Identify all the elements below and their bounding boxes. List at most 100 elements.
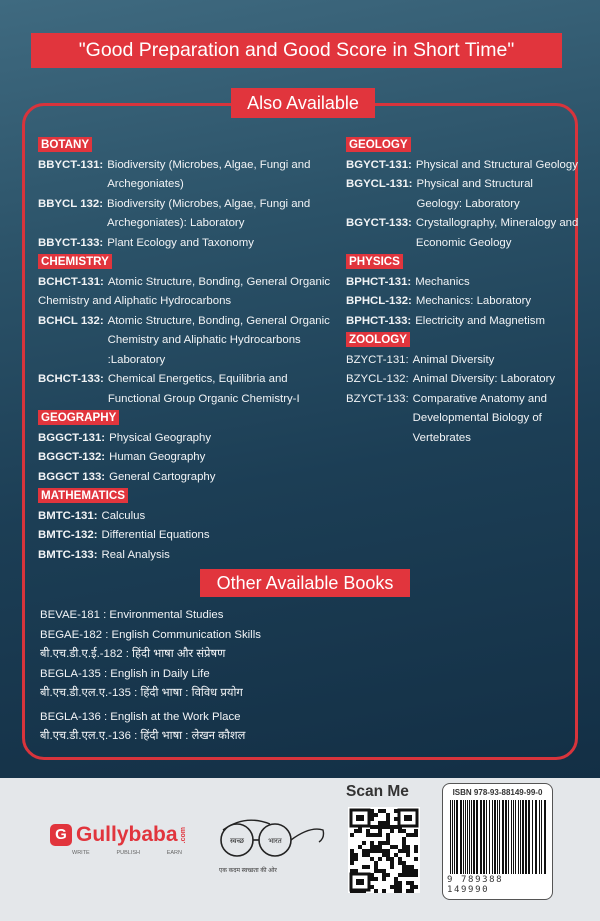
course-code: BMTC-131: bbox=[38, 509, 98, 522]
category-label: PHYSICS bbox=[346, 254, 403, 269]
course-title: Comparative Anatomy and Developmental Bi… bbox=[412, 392, 547, 444]
right-column: GEOLOGY BGYCT-131: Physical and Structural… bbox=[346, 136, 581, 448]
course-title: Physical Geography bbox=[109, 431, 212, 444]
tagline-word: PUBLISH bbox=[116, 850, 140, 856]
tagline-banner: "Good Preparation and Good Score in Shor… bbox=[31, 33, 562, 68]
qr-code[interactable] bbox=[348, 807, 420, 893]
course-title: Animal Diversity bbox=[412, 353, 495, 366]
course-code: BGYCT-131: bbox=[346, 158, 412, 171]
course-code: BBYCT-131: bbox=[38, 158, 104, 171]
glasses-icon: स्वच्छ भारत bbox=[220, 819, 325, 857]
other-book-item: बी.एच.डी.एल.ए.-136 : हिंदी भाषा : लेखन क… bbox=[40, 730, 246, 742]
other-book-item: बी.एच.डी.ए.ई.-182 : हिंदी भाषा और संप्रे… bbox=[40, 648, 226, 660]
publisher-suffix: .com bbox=[179, 826, 187, 844]
book-item: BPHCT-133: Electricity and Magnetism bbox=[346, 312, 581, 332]
book-item: BGGCT-132: Human Geography bbox=[38, 448, 333, 468]
book-item: BBYCT-133: Plant Ecology and Taxonomy bbox=[38, 234, 333, 254]
course-code: BGGCT-131: bbox=[38, 431, 106, 444]
book-item: BPHCL-132: Mechanics: Laboratory bbox=[346, 292, 581, 312]
category-label: ZOOLOGY bbox=[346, 332, 410, 347]
book-item: BMTC-131: Calculus bbox=[38, 507, 333, 527]
course-code: BCHCL 132: bbox=[38, 314, 104, 327]
footer: G Gullybaba .com WRITE PUBLISH EARN स्वच्छ भ… bbox=[0, 778, 600, 921]
course-title: Crystallography, Mineralogy and Economic… bbox=[415, 217, 579, 249]
course-title: Mechanics: Laboratory bbox=[415, 295, 532, 307]
swachh-bharat-logo: स्वच्छ भारत एक कदम स्वच्छता की ओर bbox=[215, 816, 325, 874]
cover-background: "Good Preparation and Good Score in Shor… bbox=[0, 0, 600, 778]
course-title: Plant Ecology and Taxonomy bbox=[107, 236, 254, 249]
also-available-heading: Also Available bbox=[231, 88, 375, 118]
course-code: BGGCT-132: bbox=[38, 451, 106, 463]
book-item: BCHCL 132: Atomic Structure, Bonding, Gen… bbox=[38, 312, 333, 371]
course-code: BPHCL-132: bbox=[346, 295, 412, 307]
book-item: BGYCL-131: Physical and Structural Geolog… bbox=[346, 175, 581, 214]
isbn-text: ISBN 978-93-88149-99-0 bbox=[452, 788, 543, 797]
bharat-text: भारत bbox=[268, 838, 283, 845]
course-title: General Cartography bbox=[109, 470, 216, 483]
book-item: BZYCT-131: Animal Diversity bbox=[346, 351, 581, 371]
left-column: BOTANY BBYCT-131: Biodiversity (Microbes, … bbox=[38, 136, 333, 565]
other-books-list: BEVAE-181 : Environmental Studies BEGAE-1… bbox=[40, 606, 261, 747]
publisher-name: Gullybaba bbox=[76, 823, 178, 846]
category-label: GEOGRAPHY bbox=[38, 410, 120, 425]
other-books-heading: Other Available Books bbox=[200, 569, 410, 597]
gullybaba-logo: G Gullybaba .com WRITE PUBLISH EARN bbox=[50, 823, 187, 856]
category-label: BOTANY bbox=[38, 137, 93, 152]
book-item: BZYCT-133: Comparative Anatomy and Develo… bbox=[346, 390, 581, 449]
book-item: BGYCT-133: Crystallography, Mineralogy an… bbox=[346, 214, 581, 253]
course-code: BZYCT-133: bbox=[346, 392, 409, 405]
course-title: Physical and Structural Geology bbox=[415, 158, 578, 171]
course-title: Calculus bbox=[101, 509, 146, 522]
category-label: GEOLOGY bbox=[346, 137, 411, 152]
course-code: BMTC-132: bbox=[38, 529, 98, 541]
other-book-item: BEGLA-135 : English in Daily Life bbox=[40, 667, 210, 680]
course-code: BGYCT-133: bbox=[346, 217, 412, 229]
g-logo-icon: G bbox=[50, 824, 72, 846]
course-title: Animal Diversity: Laboratory bbox=[412, 373, 556, 385]
course-code: BPHCT-133: bbox=[346, 314, 412, 327]
book-item: BCHCT-133: Chemical Energetics, Equilibri… bbox=[38, 370, 333, 409]
course-code: BPHCT-131: bbox=[346, 275, 412, 288]
course-title: Real Analysis bbox=[101, 548, 170, 561]
course-title: Human Geography bbox=[109, 451, 206, 463]
tagline-word: EARN bbox=[166, 850, 182, 856]
other-book-item: BEGLA-136 : English at the Work Place bbox=[40, 710, 241, 723]
course-title: Atomic Structure, Bonding, General Organ… bbox=[107, 314, 330, 366]
category-label: MATHEMATICS bbox=[38, 488, 128, 503]
book-item: BCHCT-131: Atomic Structure, Bonding, Gen… bbox=[38, 273, 333, 312]
course-code: BZYCT-131: bbox=[346, 353, 409, 366]
course-title: Mechanics bbox=[415, 275, 470, 288]
book-item: BGGCT-131: Physical Geography bbox=[38, 429, 333, 449]
course-code: BMTC-133: bbox=[38, 548, 98, 561]
course-code: BBYCT-133: bbox=[38, 236, 104, 249]
swachh-text: स्वच्छ bbox=[230, 838, 245, 845]
course-code: BCHCT-131: bbox=[38, 275, 104, 288]
course-title: Biodiversity (Microbes, Algae, Fungi and… bbox=[107, 158, 311, 191]
barcode-number: 9 789388 149990 bbox=[447, 875, 504, 895]
book-item: BBYCT-131: Biodiversity (Microbes, Algae,… bbox=[38, 156, 333, 195]
book-item: BMTC-133: Real Analysis bbox=[38, 546, 333, 566]
course-code: BGGCT 133: bbox=[38, 470, 106, 483]
category-label: CHEMISTRY bbox=[38, 254, 112, 269]
course-title: Differential Equations bbox=[101, 529, 210, 541]
book-item: BMTC-132: Differential Equations bbox=[38, 526, 333, 546]
book-item: BGGCT 133: General Cartography bbox=[38, 468, 333, 488]
course-code: BGYCL-131: bbox=[346, 178, 413, 190]
course-code: BZYCL-132: bbox=[346, 373, 409, 385]
book-item: BPHCT-131: Mechanics bbox=[346, 273, 581, 293]
course-code: BBYCL 132: bbox=[38, 197, 103, 210]
course-code: BCHCT-133: bbox=[38, 373, 104, 385]
course-title: Biodiversity (Microbes, Algae, Fungi and… bbox=[107, 197, 311, 230]
course-title: Chemical Energetics, Equilibria and Func… bbox=[107, 373, 300, 405]
book-item: BGYCT-131: Physical and Structural Geolog… bbox=[346, 156, 581, 176]
other-book-item: BEGAE-182 : English Communication Skills bbox=[40, 628, 261, 641]
course-title: Electricity and Magnetism bbox=[415, 314, 545, 327]
course-title: Physical and Structural Geology: Laborat… bbox=[416, 178, 533, 210]
book-item: BZYCL-132: Animal Diversity: Laboratory bbox=[346, 370, 581, 390]
isbn-barcode: ISBN 978-93-88149-99-0 9 789388 149990 bbox=[442, 783, 553, 900]
other-book-item: बी.एच.डी.एल.ए.-135 : हिंदी भाषा : विविध … bbox=[40, 687, 243, 699]
book-item: BBYCL 132: Biodiversity (Microbes, Algae,… bbox=[38, 195, 333, 234]
course-title: Atomic Structure, Bonding, General Organ… bbox=[38, 275, 331, 308]
scan-me-label: Scan Me bbox=[346, 783, 409, 800]
swachh-caption: एक कदम स्वच्छता की ओर bbox=[219, 868, 277, 874]
